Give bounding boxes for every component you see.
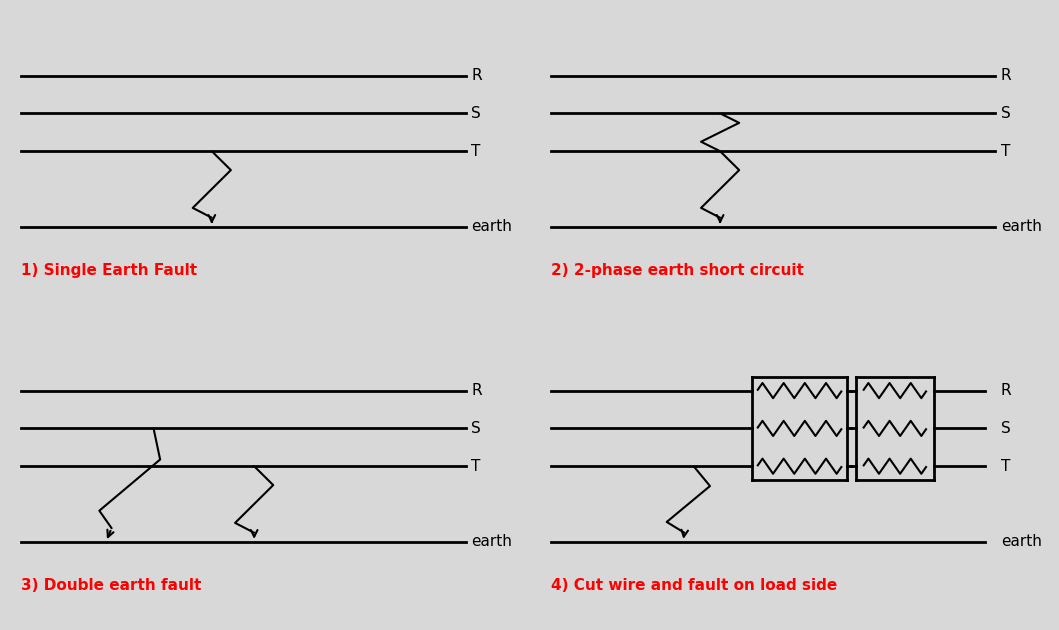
- Text: R: R: [1001, 383, 1011, 398]
- Text: R: R: [471, 383, 482, 398]
- Text: S: S: [1001, 421, 1010, 436]
- Text: earth: earth: [1001, 534, 1042, 549]
- Text: 3) Double earth fault: 3) Double earth fault: [21, 578, 201, 593]
- Text: T: T: [1001, 144, 1010, 159]
- Text: S: S: [1001, 106, 1010, 121]
- Text: 4) Cut wire and fault on load side: 4) Cut wire and fault on load side: [551, 578, 837, 593]
- Text: R: R: [471, 68, 482, 83]
- Text: T: T: [471, 144, 481, 159]
- Text: S: S: [471, 106, 481, 121]
- Text: 2) 2-phase earth short circuit: 2) 2-phase earth short circuit: [551, 263, 804, 278]
- Text: 1) Single Earth Fault: 1) Single Earth Fault: [21, 263, 197, 278]
- Text: earth: earth: [471, 219, 513, 234]
- Text: earth: earth: [471, 534, 513, 549]
- Text: earth: earth: [1001, 219, 1042, 234]
- Text: T: T: [1001, 459, 1010, 474]
- Text: S: S: [471, 421, 481, 436]
- Text: T: T: [471, 459, 481, 474]
- Text: R: R: [1001, 68, 1011, 83]
